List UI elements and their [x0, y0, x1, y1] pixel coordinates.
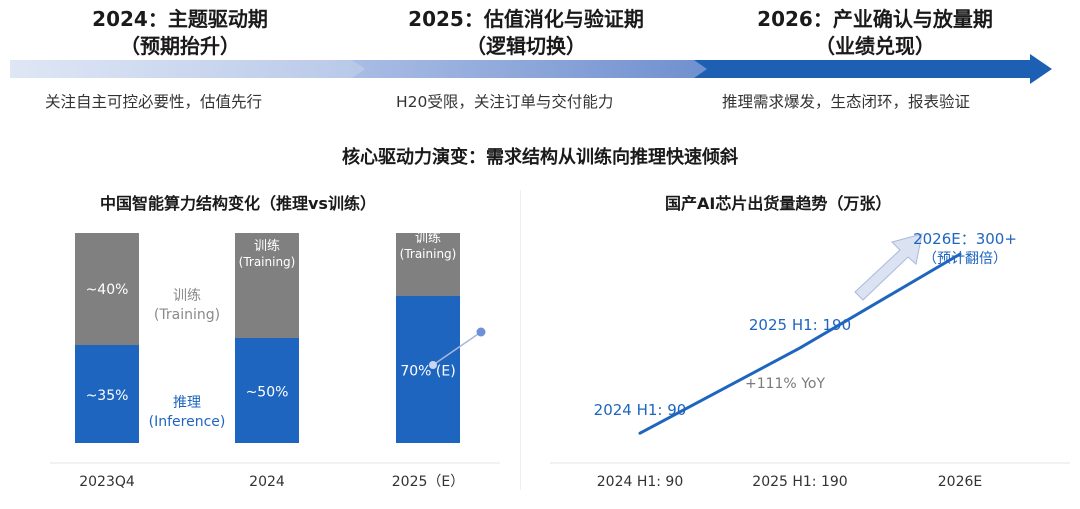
bar-inner-training-cn: 训练 [254, 239, 280, 254]
shipment-line-chart: 2024 H1: 90 2025 H1: 190 2026E 2024 H1: 90 2… [550, 230, 1070, 490]
point-label-2026-line2: （预计翻倍） [923, 251, 1007, 267]
legend-training-cn: 训练 [173, 288, 201, 304]
point-label-2026-line1: 2026E：300+ [913, 230, 1017, 248]
bar-label-inference: 70% (E) [400, 364, 455, 380]
growth-label: +111% YoY [745, 376, 825, 392]
phase-2026-title: 2026：产业确认与放量期 （业绩兑现） [757, 7, 993, 58]
timeline-segment-2025 [352, 60, 710, 78]
phase-2024-desc: 关注自主可控必要性，估值先行 [45, 93, 263, 111]
x-tick-label: 2025（E） [392, 474, 464, 490]
phase-2024-title: 2024：主题驱动期 （预期抬升） [92, 7, 268, 58]
section-title: 核心驱动力演变：需求结构从训练向推理快速倾斜 [342, 147, 738, 168]
phase-2025-desc: H20受限，关注订单与交付能力 [396, 93, 614, 111]
bar-label-inference: ~50% [246, 385, 289, 401]
timeline-segment-2024 [10, 60, 368, 78]
point-label-2024: 2024 H1: 90 [594, 401, 687, 419]
up-arrow-icon [854, 233, 923, 301]
phase-2026-desc: 推理需求爆发，生态闭环，报表验证 [722, 93, 971, 111]
bar-inner-training-cn: 训练 [415, 231, 441, 246]
pointer-dot-inner [429, 361, 437, 369]
x-tick-label: 2026E [938, 474, 982, 490]
timeline-arrow [10, 54, 1052, 84]
bar-chart-title: 中国智能算力结构变化（推理vs训练） [100, 194, 376, 213]
bar-training [235, 233, 299, 338]
x-tick-label: 2025 H1: 190 [752, 474, 847, 490]
timeline-segment-2026 [694, 54, 1052, 84]
line-chart-title: 国产AI芯片出货量趋势（万张） [665, 194, 892, 213]
bar-inner-training-en: (Training) [239, 255, 296, 269]
bar-label-training: ~40% [86, 282, 129, 298]
legend-inference-en: (Inference) [149, 414, 226, 430]
legend-inference-cn: 推理 [173, 395, 201, 411]
x-tick-label: 2024 [249, 474, 285, 490]
x-tick-label: 2023Q4 [79, 474, 135, 490]
bar-inference [396, 296, 460, 443]
x-tick-label: 2024 H1: 90 [597, 474, 684, 490]
bar-inner-training-en: (Training) [400, 247, 457, 261]
chart-divider [520, 190, 521, 490]
line-series [638, 252, 962, 435]
bar-training [75, 233, 139, 345]
pointer-dot-outer [476, 327, 486, 337]
point-label-2025: 2025 H1: 190 [749, 316, 851, 334]
bar-label-inference: ~35% [86, 388, 129, 404]
bar-training [396, 233, 460, 296]
phase-2025-title: 2025：估值消化与验证期 （逻辑切换） [408, 7, 644, 58]
legend-training-en: (Training) [154, 307, 220, 323]
bar-inference [235, 338, 299, 443]
bar-inference [75, 345, 139, 443]
pointer-line [432, 331, 482, 366]
